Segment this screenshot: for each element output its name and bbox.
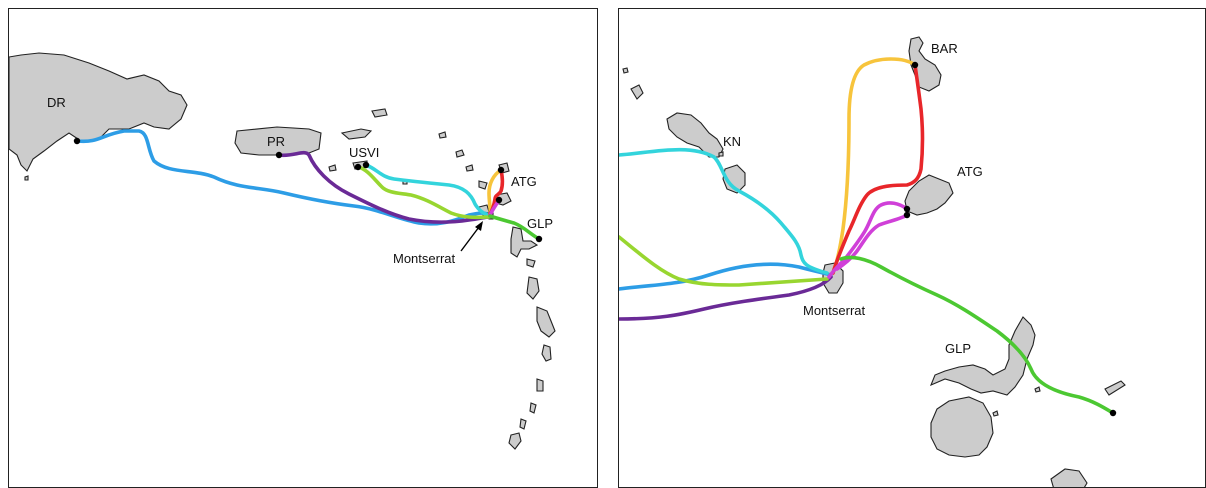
bar-origin-point — [497, 166, 505, 174]
label-montserrat: Montserrat — [803, 303, 866, 318]
bar-track — [831, 57, 917, 275]
glp-origin-point — [535, 235, 543, 243]
guadeloupe-landmass — [929, 316, 1036, 458]
glp-track — [488, 214, 541, 241]
regional-map-svg: DR PR USVI ATG GLP Montserrat — [9, 52, 556, 450]
montserrat-arrow — [460, 226, 480, 252]
dr-origin-point — [73, 137, 81, 145]
leeward-islet — [465, 164, 474, 172]
guadeloupe-landmass — [510, 226, 539, 258]
saint-vincent-landmass — [536, 378, 544, 392]
islet — [24, 175, 29, 181]
label-usvi: USVI — [349, 145, 379, 160]
marie-galante-landmass — [526, 258, 536, 268]
label-glp: GLP — [527, 216, 553, 231]
islet — [1034, 386, 1041, 393]
grenada-landmass — [508, 432, 522, 450]
montserrat-arrowhead — [475, 221, 483, 231]
label-bar: BAR — [931, 41, 958, 56]
label-kn: KN — [723, 134, 741, 149]
islet — [718, 151, 724, 157]
la-desirade-landmass — [1104, 380, 1126, 396]
usvi-track-1 — [619, 147, 829, 275]
zoomed-map-svg: BAR KN ATG Montserrat GLP — [619, 36, 1126, 487]
glp-track — [839, 255, 1115, 415]
saint-lucia-landmass — [541, 344, 552, 362]
grenadines-islet — [519, 418, 527, 430]
leeward-islet — [438, 131, 447, 139]
usvi-origin-point — [354, 163, 362, 171]
zoomed-map-panel: BAR KN ATG Montserrat GLP — [618, 8, 1206, 488]
leeward-islet — [478, 180, 488, 190]
glp-origin-point — [1109, 409, 1117, 417]
atg-origin-point — [495, 196, 503, 204]
pr-origin-point — [275, 151, 283, 159]
label-pr: PR — [267, 134, 285, 149]
usvi-track-2 — [619, 235, 829, 287]
pr-track — [619, 275, 833, 321]
islet — [630, 84, 644, 100]
atg-origin-point — [903, 211, 911, 219]
islet — [622, 67, 629, 74]
label-dr: DR — [47, 95, 66, 110]
leeward-islet — [455, 149, 465, 158]
label-atg: ATG — [957, 164, 983, 179]
virgin-islands-landmass — [371, 108, 388, 118]
usvi-origin-point — [362, 161, 370, 169]
atg-track-2 — [827, 201, 909, 279]
regional-map-panel: DR PR USVI ATG GLP Montserrat — [8, 8, 598, 488]
atg-track-3 — [835, 213, 909, 271]
bar-track — [487, 168, 503, 216]
virgin-islands-landmass — [340, 128, 373, 140]
grenadines-islet — [529, 402, 537, 414]
atg-origin-point — [903, 205, 911, 213]
atg-track-1 — [831, 63, 925, 275]
label-glp: GLP — [945, 341, 971, 356]
usvi-track-1 — [364, 163, 491, 218]
nevis-landmass — [722, 164, 746, 194]
dominica-landmass — [526, 276, 540, 300]
martinique-landmass — [536, 306, 556, 338]
marie-galante-landmass — [1050, 468, 1088, 487]
bar-origin-point — [911, 61, 919, 69]
dominican-republic-landmass — [9, 52, 188, 172]
pr-track — [277, 150, 491, 224]
virgin-islands-landmass — [328, 164, 337, 172]
label-atg: ATG — [511, 174, 537, 189]
islet — [992, 410, 999, 417]
usvi-track-2 — [356, 165, 491, 220]
label-montserrat: Montserrat — [393, 251, 456, 266]
